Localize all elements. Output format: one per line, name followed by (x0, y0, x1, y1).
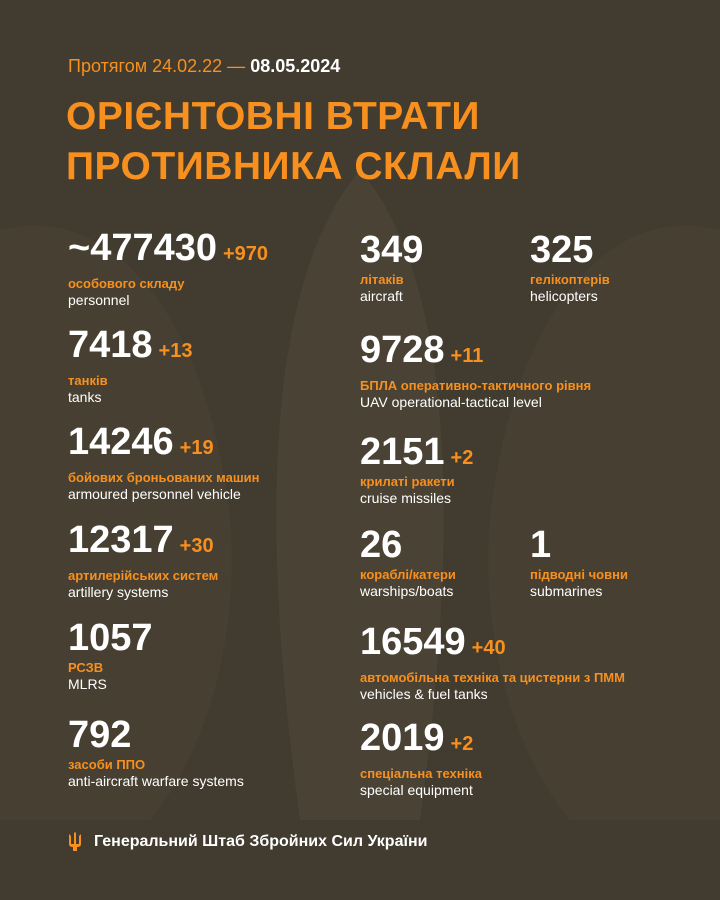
stat-aircraft: 349 літаків aircraft (360, 230, 423, 305)
stat-mlrs: 1057 РСЗВ MLRS (68, 618, 153, 693)
stat-label-en: cruise missiles (360, 490, 452, 506)
stat-uav: 9728 +11 БПЛА оперативно-тактичного рівня U… (360, 330, 591, 411)
stat-label-en: special equipment (360, 782, 473, 798)
stat-value: 26 (360, 524, 403, 566)
stat-label-ua: особового складу (68, 276, 185, 291)
stat-helicopters: 325 гелікоптерів helicopters (530, 230, 610, 305)
stat-label-ua: літаків (360, 272, 404, 287)
stat-delta: +19 (179, 437, 214, 459)
period: Протягом 24.02.22 — 08.05.2024 (68, 56, 340, 77)
stat-label-en: personnel (68, 292, 130, 308)
stat-value: 12317 (68, 519, 174, 561)
stat-label-ua: РСЗВ (68, 660, 104, 675)
stat-label-ua: автомобільна техніка та цистерни з ПММ (360, 670, 625, 685)
trident-icon (69, 832, 81, 851)
stat-warships: 26 кораблі/катери warships/boats (360, 525, 456, 600)
stat-value: 9728 (360, 329, 445, 371)
stat-air-defense: 792 засоби ППО anti-aircraft warfare syste… (68, 715, 244, 790)
footer-text: Генеральний Штаб Збройних Сил України (94, 833, 428, 850)
stat-delta: +2 (450, 733, 474, 755)
title-line-1: ОРІЄНТОВНІ ВТРАТИ (66, 95, 480, 138)
stat-value: 1057 (68, 617, 153, 659)
stat-value: 14246 (68, 421, 174, 463)
stat-submarines: 1 підводні човни submarines (530, 525, 628, 600)
stat-delta: +970 (223, 243, 269, 265)
stat-value: 16549 (360, 621, 466, 663)
stat-delta: +2 (450, 447, 474, 469)
stat-personnel: ~477430 +970 особового складу personnel (68, 228, 268, 309)
stat-delta: +30 (179, 535, 214, 557)
stat-value: 7418 (68, 324, 153, 366)
stat-label-en: helicopters (530, 288, 598, 304)
stat-label-ua: гелікоптерів (530, 272, 610, 287)
stat-special-equipment: 2019 +2 спеціальна техніка special equipmen… (360, 718, 482, 799)
stat-delta: +11 (450, 345, 484, 367)
stat-label-en: vehicles & fuel tanks (360, 686, 488, 702)
stat-delta: +40 (471, 637, 506, 659)
period-end: 08.05.2024 (250, 56, 341, 76)
stat-artillery: 12317 +30 артилерійських систем artillery s… (68, 520, 218, 601)
stat-label-en: artillery systems (68, 584, 169, 600)
stat-label-en: armoured personnel vehicle (68, 486, 241, 502)
stat-label-ua: спеціальна техніка (360, 766, 482, 781)
stat-label-en: aircraft (360, 288, 403, 304)
stat-value: 792 (68, 714, 132, 756)
stat-label-ua: крилаті ракети (360, 474, 455, 489)
stat-label-en: submarines (530, 583, 603, 599)
footer: Генеральний Штаб Збройних Сил України (68, 832, 427, 852)
stat-label-en: MLRS (68, 676, 107, 692)
stat-label-en: anti-aircraft warfare systems (68, 773, 244, 789)
stat-delta: +13 (158, 340, 193, 362)
stat-value: 325 (530, 229, 594, 271)
stat-tanks: 7418 +13 танків tanks (68, 325, 192, 406)
stat-label-ua: бойових броньованих машин (68, 470, 260, 485)
stat-value: 349 (360, 229, 424, 271)
stat-label-ua: артилерійських систем (68, 568, 219, 583)
stat-label-ua: засоби ППО (68, 757, 146, 772)
stat-value: ~477430 (68, 227, 217, 269)
stat-value: 2019 (360, 717, 445, 759)
stat-label-ua: кораблі/катери (360, 567, 456, 582)
page-title: ОРІЄНТОВНІ ВТРАТИ ПРОТИВНИКА СКЛАЛИ (66, 92, 521, 192)
stat-value: 1 (530, 524, 552, 566)
title-line-2: ПРОТИВНИКА СКЛАЛИ (66, 145, 521, 188)
stat-label-en: warships/boats (360, 583, 454, 599)
stat-label-ua: БПЛА оперативно-тактичного рівня (360, 378, 592, 393)
stat-label-ua: танків (68, 373, 108, 388)
stat-label-en: tanks (68, 389, 102, 405)
period-start: Протягом 24.02.22 — (68, 56, 246, 76)
stat-label-en: UAV operational-tactical level (360, 394, 542, 410)
stat-label-ua: підводні човни (530, 567, 628, 582)
stat-cruise-missiles: 2151 +2 крилаті ракети cruise missiles (360, 432, 473, 507)
stat-vehicles: 16549 +40 автомобільна техніка та цистерни… (360, 622, 625, 703)
stat-value: 2151 (360, 431, 445, 473)
stat-apv: 14246 +19 бойових броньованих машин armoure… (68, 422, 260, 503)
